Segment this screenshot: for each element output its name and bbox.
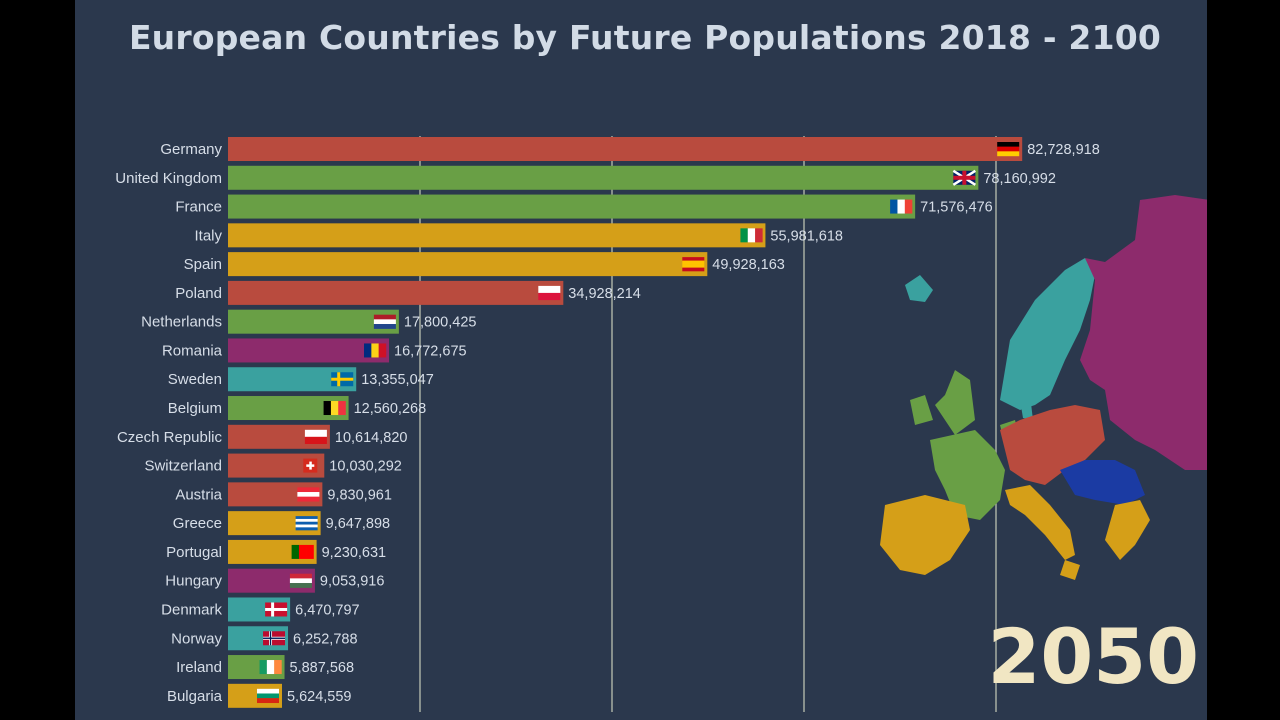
map-region-balkan	[1060, 460, 1145, 505]
value-label: 71,576,476	[920, 200, 993, 216]
bar	[228, 194, 916, 219]
value-label: 55,981,618	[770, 228, 843, 244]
map-region-northern	[905, 258, 1095, 420]
bar	[228, 338, 390, 363]
map-region-southern	[880, 485, 1150, 580]
bar	[228, 137, 1023, 161]
category-label: Austria	[175, 486, 222, 503]
ro-flag-icon	[364, 343, 387, 358]
bar-row: Belgium 12,560,268	[168, 396, 427, 421]
value-label: 12,560,268	[354, 401, 427, 417]
dk-flag-icon	[265, 602, 288, 617]
category-label: Hungary	[165, 573, 222, 590]
year-label: 2050	[987, 612, 1199, 701]
bg-flag-icon	[256, 688, 279, 704]
gb-flag-icon	[952, 169, 977, 186]
value-label: 10,614,820	[335, 430, 408, 446]
it-flag-icon	[740, 228, 763, 243]
bar-row: Austria 9,830,961	[175, 482, 392, 507]
pl-flag-icon	[538, 285, 561, 301]
value-label: 78,160,992	[983, 171, 1056, 187]
map-region-central	[1000, 405, 1105, 485]
category-label: Bulgaria	[167, 688, 223, 705]
category-label: United Kingdom	[115, 170, 222, 187]
gr-flag-icon	[295, 516, 318, 531]
europe-map	[880, 195, 1207, 580]
value-label: 13,355,047	[361, 372, 434, 388]
value-label: 82,728,918	[1027, 142, 1100, 158]
bar-row: Italy 55,981,618	[194, 223, 843, 248]
bar-row: Netherlands 17,800,425	[141, 309, 477, 334]
bar-row: Germany 82,728,918	[160, 137, 1100, 161]
category-label: Portugal	[166, 544, 222, 561]
value-label: 6,470,797	[295, 602, 360, 618]
category-label: France	[175, 199, 222, 216]
cz-flag-icon	[304, 429, 327, 444]
chart-stage: European Countries by Future Populations…	[75, 0, 1207, 720]
category-label: Belgium	[168, 400, 222, 417]
category-label: Romania	[162, 342, 223, 359]
de-flag-icon	[997, 142, 1020, 157]
category-label: Italy	[194, 227, 222, 244]
ch-flag-icon	[303, 458, 318, 473]
value-label: 5,887,568	[290, 660, 355, 676]
map-region-eastern	[1080, 195, 1207, 470]
fr-flag-icon	[890, 199, 913, 214]
bar-row: Ireland 5,887,568	[176, 655, 355, 680]
bar	[228, 309, 399, 334]
category-label: Sweden	[168, 371, 222, 388]
bar	[228, 223, 766, 248]
category-label: Norway	[171, 630, 222, 647]
bar-row: Spain 49,928,163	[184, 252, 785, 277]
bar-row: Switzerland 10,030,292	[144, 453, 402, 478]
nl-flag-icon	[373, 314, 396, 329]
bar-row: Sweden 13,355,047	[168, 367, 434, 392]
category-label: Germany	[160, 141, 222, 158]
value-label: 34,928,214	[568, 286, 641, 302]
value-label: 6,252,788	[293, 631, 358, 647]
be-flag-icon	[323, 401, 346, 416]
category-label: Ireland	[176, 659, 222, 676]
no-flag-icon	[263, 631, 286, 646]
bar-row: United Kingdom 78,160,992	[115, 165, 1056, 190]
value-label: 5,624,559	[287, 689, 352, 705]
bar-row: Czech Republic 10,614,820	[117, 424, 408, 449]
bar-row: Greece 9,647,898	[173, 511, 391, 536]
chart-title: European Countries by Future Populations…	[128, 18, 1162, 57]
bar-row: Poland 34,928,214	[175, 280, 641, 305]
value-label: 9,647,898	[326, 516, 391, 532]
hu-flag-icon	[289, 573, 312, 588]
bar-chart: Germany 82,728,918 United Kingdom 78,160,99…	[115, 136, 1207, 712]
bar-row: Denmark 6,470,797	[161, 597, 360, 622]
bar	[228, 252, 708, 277]
category-label: Denmark	[161, 601, 222, 618]
bar-row: France 71,576,476	[175, 194, 993, 219]
category-label: Spain	[184, 256, 222, 273]
bar-row: Hungary 9,053,916	[165, 568, 385, 593]
value-label: 49,928,163	[712, 257, 785, 273]
category-label: Greece	[173, 515, 222, 532]
value-label: 16,772,675	[394, 343, 467, 359]
es-flag-icon	[682, 257, 705, 272]
at-flag-icon	[297, 487, 320, 502]
bar-row: Norway 6,252,788	[171, 626, 358, 651]
se-flag-icon	[331, 372, 354, 387]
bar-row: Portugal 9,230,631	[166, 539, 387, 564]
value-label: 9,053,916	[320, 574, 385, 590]
category-label: Switzerland	[144, 458, 222, 475]
bar-row: Romania 16,772,675	[162, 338, 467, 363]
bar-row: Bulgaria 5,624,559	[167, 683, 352, 708]
category-label: Czech Republic	[117, 429, 223, 446]
bar	[228, 280, 564, 305]
value-label: 9,230,631	[322, 545, 387, 561]
bar	[228, 165, 979, 190]
value-label: 9,830,961	[327, 487, 392, 503]
map-region-western	[910, 370, 1020, 520]
value-label: 10,030,292	[329, 459, 402, 475]
ie-flag-icon	[259, 660, 282, 675]
category-label: Netherlands	[141, 314, 222, 331]
category-label: Poland	[175, 285, 222, 302]
value-label: 17,800,425	[404, 315, 477, 331]
pt-flag-icon	[291, 544, 314, 559]
